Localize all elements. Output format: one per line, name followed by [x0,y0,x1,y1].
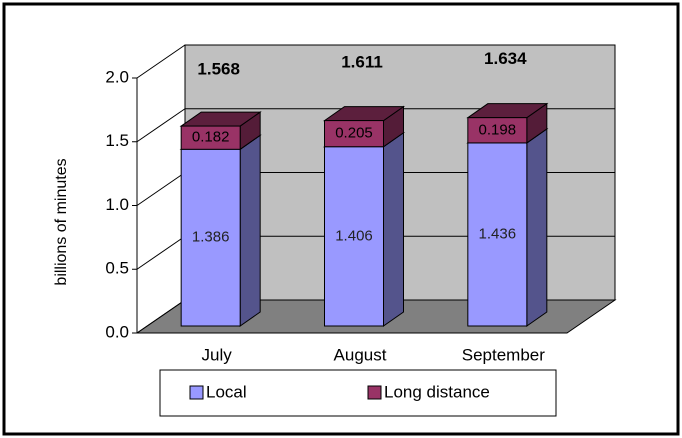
bar-side [239,134,261,327]
legend-box [159,369,557,417]
grid-line [136,299,186,334]
total-label: 1.611 [341,53,383,72]
grid-line [136,172,186,206]
bar [180,125,241,150]
x-tick-label: August [334,345,387,364]
data-label: 1.386 [192,229,230,246]
x-tick-label: September [462,345,545,364]
data-label: 1.406 [335,227,373,244]
bar [324,146,384,327]
bar-side [383,131,404,327]
bar-side [526,127,548,327]
y-tick-label: 0.5 [105,259,129,278]
data-label: 0.182 [192,129,230,146]
y-tick-label: 1.0 [105,195,129,214]
x-tick-label: July [202,345,233,364]
data-label: 1.436 [479,225,517,242]
y-tick-label: 2.0 [105,67,129,86]
y-tick-label: 0.0 [105,322,129,341]
data-label: 0.205 [335,125,373,142]
legend-swatch [189,385,204,400]
grid-line [136,235,186,270]
bar [324,120,384,148]
legend-swatch [367,385,382,400]
bar [467,142,528,327]
grid-line [136,44,186,79]
grid-line [136,108,186,143]
data-label: 0.198 [479,121,517,138]
y-tick-label: 1.5 [105,131,129,150]
total-label: 1.634 [484,49,527,68]
bar [467,117,528,144]
total-label: 1.568 [197,59,240,78]
legend-label: Long distance [384,382,490,401]
y-axis-label: billions of minutes [53,158,70,285]
legend-label: Local [206,382,247,401]
